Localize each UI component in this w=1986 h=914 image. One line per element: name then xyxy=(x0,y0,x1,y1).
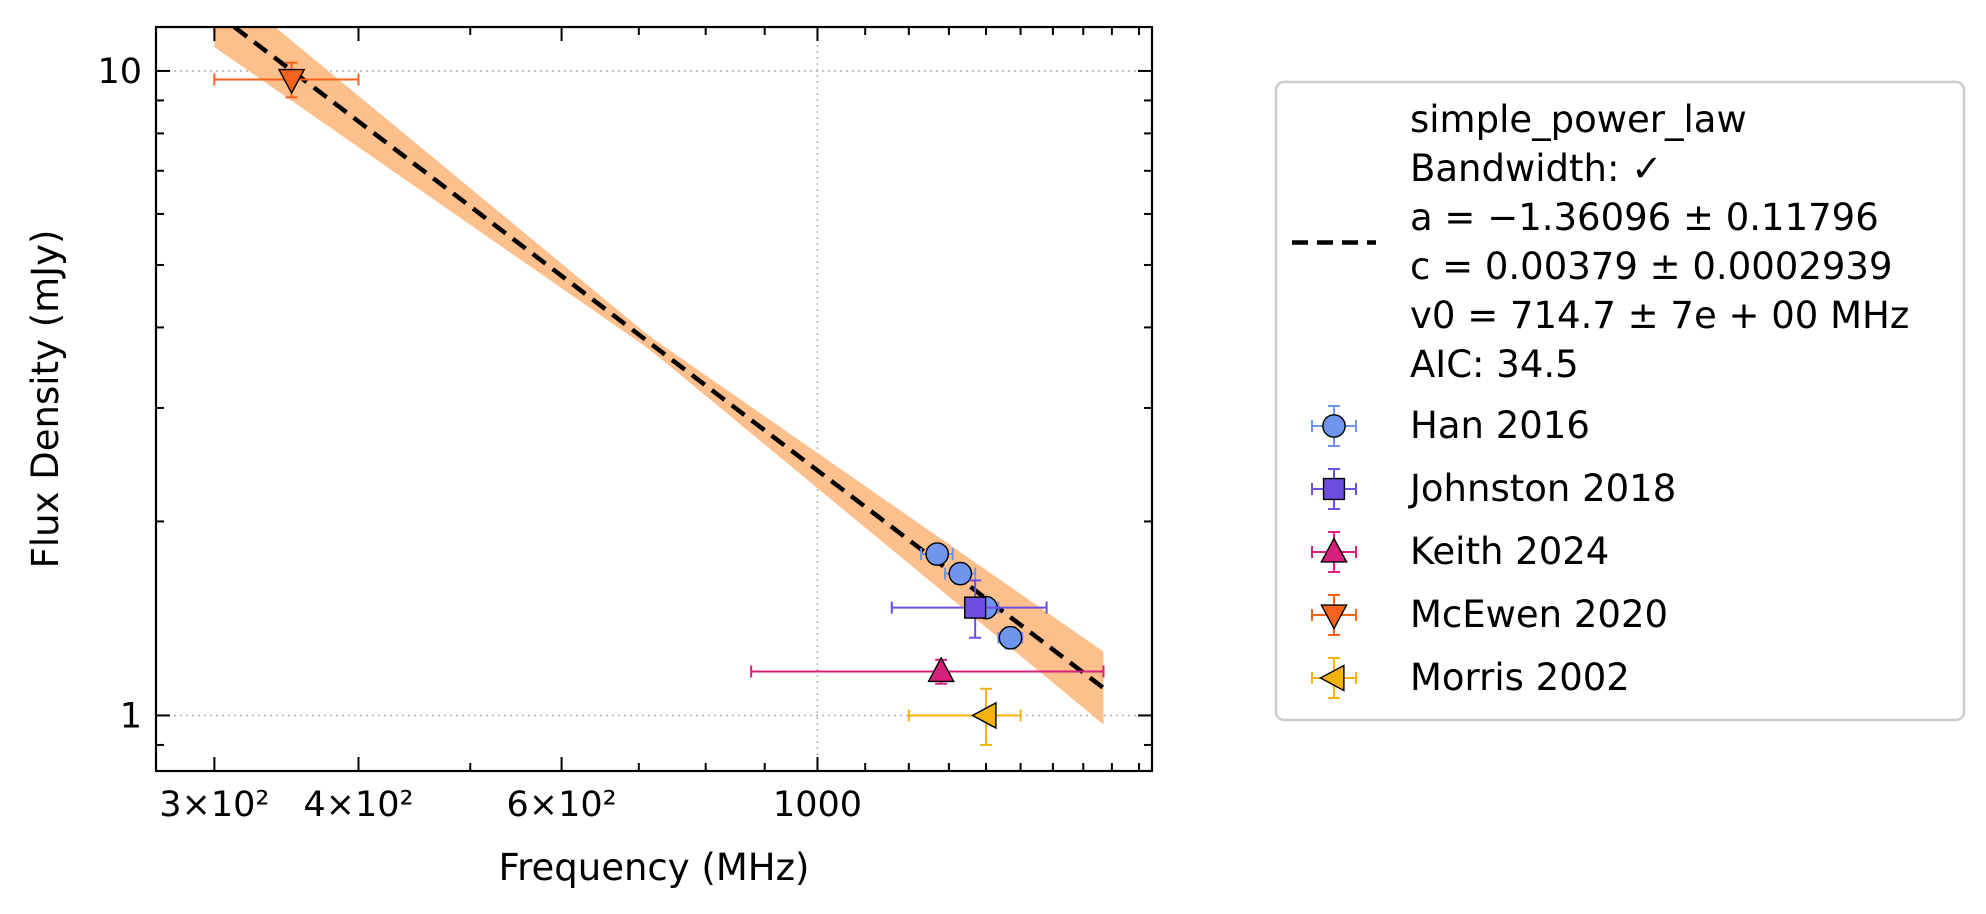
model-band-layer xyxy=(214,27,1104,725)
legend-model-line: v0 = 714.7 ± 7e + 00 MHz xyxy=(1410,294,1909,337)
legend-box xyxy=(1274,80,1966,722)
x-tick-label: 6×10² xyxy=(507,785,617,825)
legend-marker xyxy=(1320,604,1348,630)
x-tick-label: 3×10² xyxy=(159,785,269,825)
model-uncertainty-band xyxy=(214,27,1104,725)
data-point xyxy=(925,542,950,566)
legend-label: Johnston 2018 xyxy=(1408,467,1676,510)
grid-layer xyxy=(156,27,1152,771)
y-tick-label: 1 xyxy=(120,696,142,736)
data-points-layer xyxy=(213,61,1105,746)
y-tick-label: 10 xyxy=(97,52,142,92)
legend-model-line: AIC: 34.5 xyxy=(1410,343,1579,386)
legend-label: McEwen 2020 xyxy=(1410,593,1668,636)
series-johnston-2018 xyxy=(890,579,1048,639)
legend-marker xyxy=(1322,414,1346,438)
data-point xyxy=(998,625,1023,650)
legend-entry-han-2016: Han 2016 xyxy=(1311,404,1590,447)
legend-model-line: simple_power_law xyxy=(1410,98,1747,141)
ticks-layer: 3×10² 4×10² 6×10² 1000 1 10 xyxy=(97,27,1152,825)
series-mcewen-2020 xyxy=(213,61,360,99)
legend-marker xyxy=(1319,664,1345,692)
plot-frame xyxy=(154,25,1154,773)
legend-label: Morris 2002 xyxy=(1410,656,1630,699)
legend-entry-johnston-2018: Johnston 2018 xyxy=(1311,467,1676,510)
legend-label: Keith 2024 xyxy=(1410,530,1609,573)
series-morris-2002 xyxy=(907,687,1022,746)
data-point xyxy=(964,596,987,619)
legend-entry-morris-2002: Morris 2002 xyxy=(1311,656,1630,699)
x-axis-label: Frequency (MHz) xyxy=(499,846,810,889)
legend-model-line: a = −1.36096 ± 0.11796 xyxy=(1410,196,1879,239)
legend-label: Han 2016 xyxy=(1410,404,1590,447)
y-axis-label: Flux Density (mJy) xyxy=(24,230,67,569)
data-point xyxy=(971,701,997,730)
legend-items: simple_power_law Bandwidth: ✓ a = −1.36096… xyxy=(1292,98,1909,699)
x-tick-label: 1000 xyxy=(773,785,862,825)
data-point xyxy=(948,561,973,586)
legend-marker xyxy=(1322,477,1346,501)
legend-model-line: Bandwidth: ✓ xyxy=(1410,147,1662,190)
data-point xyxy=(277,68,306,95)
legend-entry-keith-2024: Keith 2024 xyxy=(1311,530,1609,573)
x-tick-label: 4×10² xyxy=(303,785,413,825)
legend-marker xyxy=(1320,537,1348,563)
series-keith-2024 xyxy=(750,656,1105,685)
legend: simple_power_law Bandwidth: ✓ a = −1.36096… xyxy=(1274,80,1966,722)
data-point xyxy=(927,656,955,683)
legend-entry-mcewen-2020: McEwen 2020 xyxy=(1311,593,1668,636)
legend-model-line: c = 0.00379 ± 0.0002939 xyxy=(1410,245,1892,288)
legend-entry-model: simple_power_law Bandwidth: ✓ a = −1.36096… xyxy=(1292,98,1909,386)
